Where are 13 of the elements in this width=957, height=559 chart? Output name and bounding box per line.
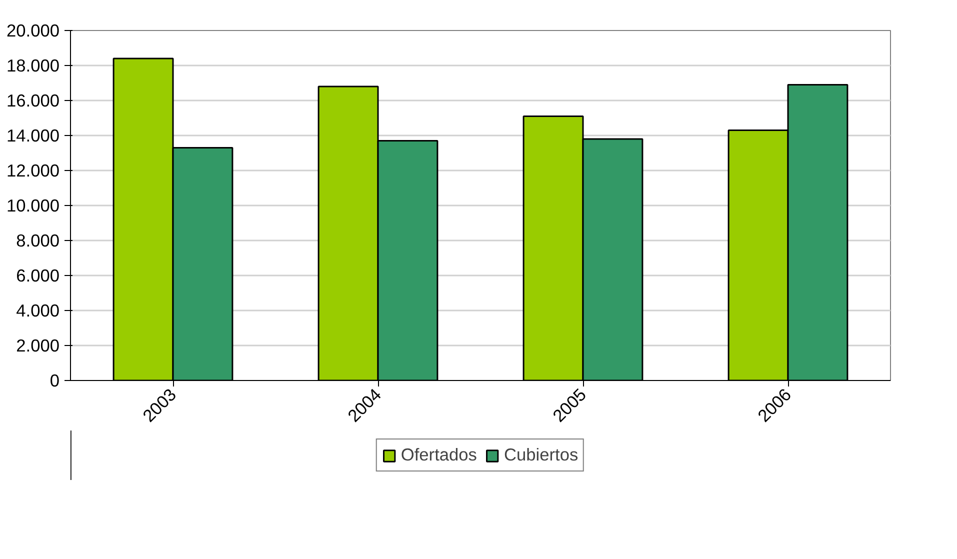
y-tick-label: 8.000 bbox=[16, 230, 60, 250]
legend-label: Ofertados bbox=[400, 444, 477, 466]
y-tick-label: 16.000 bbox=[6, 90, 60, 110]
y-tick-label: 18.000 bbox=[6, 56, 60, 76]
y-tick-label: 12.000 bbox=[6, 160, 60, 180]
y-tick-label: 0 bbox=[50, 370, 60, 390]
y-tick-label: 10.000 bbox=[6, 196, 60, 216]
y-tick-label: 4.000 bbox=[16, 300, 60, 320]
y-tick-label: 6.000 bbox=[16, 266, 60, 286]
legend-label: Cubiertos bbox=[504, 444, 578, 466]
y-tick-label: 20.000 bbox=[6, 20, 60, 40]
y-tick-label: 2.000 bbox=[16, 336, 60, 356]
y-tick-label: 14.000 bbox=[6, 126, 60, 146]
